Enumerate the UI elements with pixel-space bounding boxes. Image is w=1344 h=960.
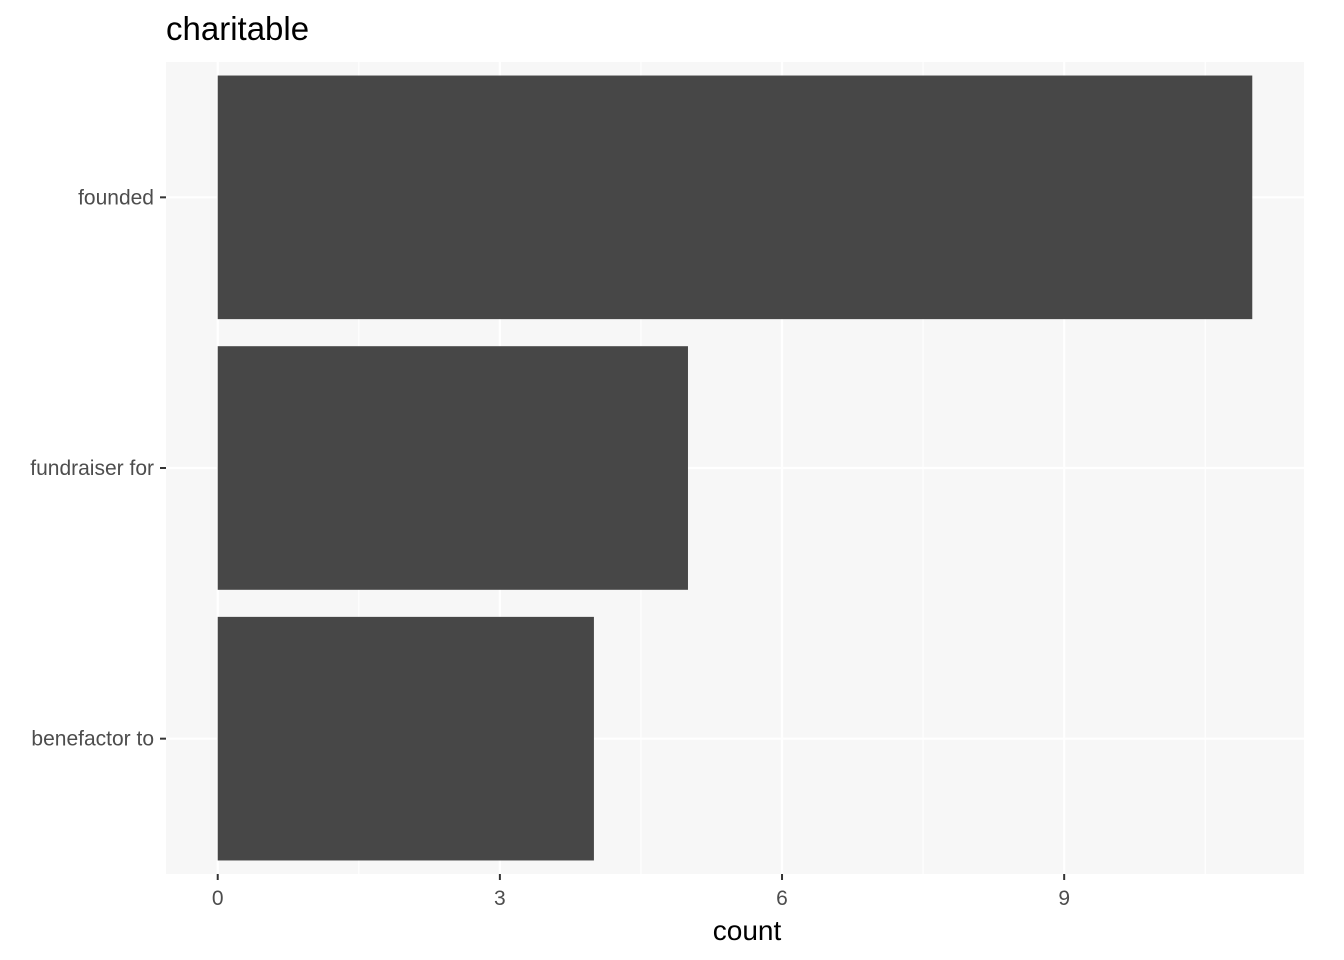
x-tick-label: 0 (212, 887, 224, 910)
chart-title: charitable (166, 10, 309, 47)
y-tick-label: benefactor to (31, 728, 154, 751)
bar-founded (217, 75, 1253, 320)
x-tick-label: 9 (1058, 887, 1070, 910)
x-axis-title: count (713, 915, 782, 946)
y-axis: founded fundraiser for benefactor to (30, 186, 166, 751)
bars (217, 75, 1253, 861)
bar-benefactor-to (217, 616, 594, 861)
x-tick-label: 3 (494, 887, 506, 910)
y-tick-label: founded (78, 186, 154, 209)
y-tick-label: fundraiser for (30, 457, 154, 480)
bar-fundraiser-for (217, 346, 688, 590)
x-tick-label: 6 (776, 887, 788, 910)
x-axis: 0 3 6 9 (212, 874, 1070, 910)
